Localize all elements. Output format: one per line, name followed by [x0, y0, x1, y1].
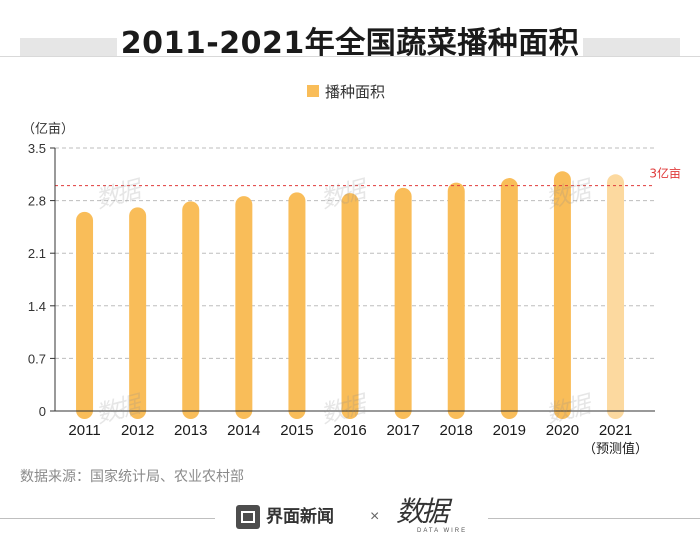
- y-axis-label: （亿亩）: [22, 121, 74, 137]
- chart-title: 2011-2021年全国蔬菜播种面积: [0, 18, 700, 62]
- partner-logo: 数据: [396, 495, 449, 528]
- x-tick-label: 2011: [68, 422, 100, 439]
- forecast-note: （预测值）: [583, 441, 648, 457]
- legend: 播种面积: [307, 81, 385, 101]
- bar: [129, 207, 147, 419]
- legend-swatch: [307, 85, 319, 97]
- x-tick-label: 2013: [174, 422, 207, 439]
- chart-title-text: 2011-2021年全国蔬菜播种面积: [116, 26, 584, 61]
- x-tick-label: 2014: [227, 422, 260, 439]
- x-tick-label: 2018: [440, 422, 473, 439]
- bar: [553, 171, 571, 419]
- title-divider: [0, 56, 700, 57]
- x-tick-label: 2020: [546, 422, 579, 439]
- bar: [447, 182, 465, 419]
- bar: [182, 201, 200, 419]
- bar: [607, 174, 625, 419]
- bar: [235, 196, 253, 419]
- y-tick-label: 0.7: [28, 351, 46, 366]
- y-tick-label: 1.4: [28, 299, 46, 314]
- x-tick-label: 2017: [386, 422, 419, 439]
- bar: [341, 193, 359, 419]
- brand-name: 界面新闻: [266, 507, 334, 527]
- y-tick-label: 2.8: [28, 194, 46, 209]
- x-tick-label: 2015: [280, 422, 313, 439]
- bar: [288, 192, 306, 419]
- partner-logo-subtitle: DATA WIRE: [417, 528, 468, 534]
- data-source: 数据来源：国家统计局、农业农村部: [20, 469, 244, 485]
- x-tick-label: 2012: [121, 422, 154, 439]
- bar: [500, 178, 518, 419]
- axes: 0 0.7 1.4 2.1 2.8 3.5 2011 2012 2013 2014 2015 2016…: [28, 141, 655, 457]
- footer-divider-right: [488, 518, 700, 519]
- y-tick-label: 2.1: [28, 246, 46, 261]
- y-tick-label: 0: [39, 404, 46, 419]
- bar: [394, 187, 412, 419]
- x-tick-label: 2019: [493, 422, 526, 439]
- x-tick-label: 2016: [333, 422, 366, 439]
- brand-logo-icon: [236, 505, 260, 529]
- footer-divider-left: [0, 518, 215, 519]
- reference-line-group: 3亿亩: [55, 166, 681, 187]
- bars: [76, 171, 625, 419]
- reference-line-label: 3亿亩: [649, 166, 681, 181]
- bar: [76, 211, 94, 419]
- y-tick-label: 3.5: [28, 141, 46, 156]
- times-icon: ×: [370, 508, 380, 525]
- x-tick-label: 2021: [599, 422, 632, 439]
- legend-label: 播种面积: [325, 82, 386, 101]
